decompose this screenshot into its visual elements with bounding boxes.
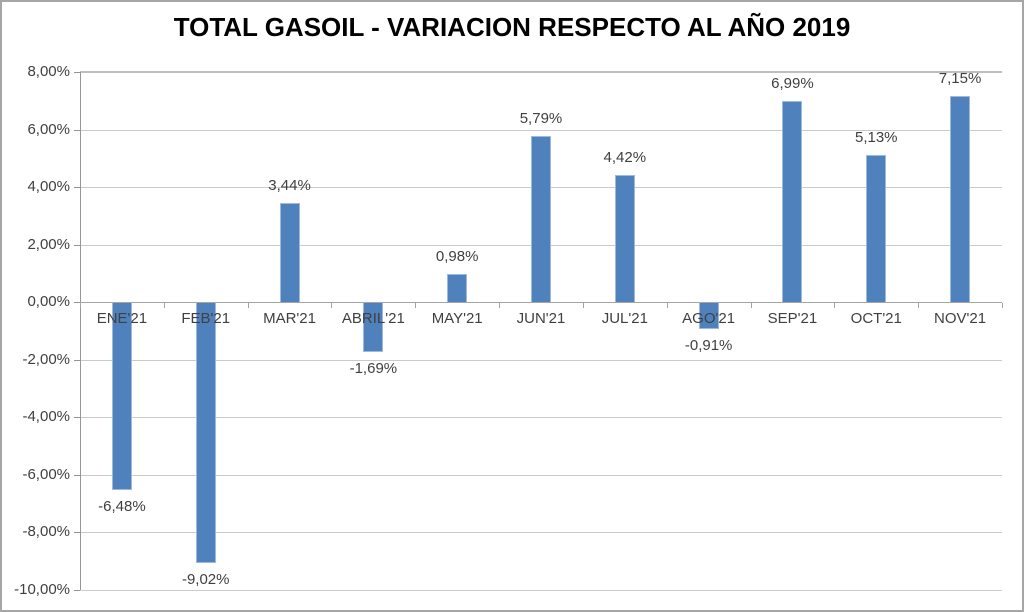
x-axis-tick — [666, 303, 668, 309]
data-label: 5,79% — [519, 109, 563, 127]
bar-feb21 — [195, 303, 216, 563]
chart-title: TOTAL GASOIL - VARIACION RESPECTO AL AÑO… — [173, 12, 851, 42]
gridline — [80, 359, 1002, 361]
y-axis-tick-label: -8,00% — [22, 523, 70, 541]
x-axis-tick — [918, 303, 920, 309]
bar-jun21 — [531, 135, 551, 303]
bar-ene21 — [111, 303, 132, 490]
category-label: FEB'21 — [181, 310, 231, 328]
data-label: -6,48% — [98, 497, 146, 515]
gridline — [80, 474, 1002, 476]
y-axis-tick-label: 6,00% — [27, 120, 70, 138]
y-axis-tick — [74, 474, 80, 476]
x-axis-tick — [331, 303, 333, 309]
bar-may21 — [447, 274, 468, 303]
x-axis-tick — [163, 303, 165, 309]
category-label: MAY'21 — [431, 310, 483, 328]
category-label: AGO'21 — [682, 310, 736, 328]
category-label: ABRIL'21 — [341, 310, 405, 328]
bar-ago21 — [698, 303, 719, 330]
gridline — [80, 590, 1002, 591]
gridline — [80, 417, 1002, 419]
category-label: OCT'21 — [850, 310, 902, 328]
y-axis-tick — [74, 129, 80, 131]
y-axis-tick — [74, 532, 80, 534]
x-axis-line — [80, 302, 1002, 304]
x-axis-tick — [1002, 303, 1003, 309]
y-axis-tick-label: 4,00% — [27, 178, 70, 196]
y-axis-tick-label: -2,00% — [22, 350, 70, 368]
y-axis-tick-label: -4,00% — [22, 408, 70, 426]
x-axis-tick — [499, 303, 501, 309]
data-label: -0,91% — [684, 337, 733, 355]
data-label: -9,02% — [181, 570, 230, 588]
y-axis-tick — [74, 187, 80, 189]
x-axis-tick — [582, 303, 584, 309]
bar-mar21 — [279, 203, 300, 303]
data-label: 4,42% — [603, 149, 647, 167]
y-axis-tick-label: -10,00% — [14, 581, 70, 598]
y-axis-tick-label: 0,00% — [27, 293, 70, 311]
category-label: ENE'21 — [96, 310, 148, 328]
y-axis-tick-label: 2,00% — [27, 235, 70, 253]
data-label: 7,15% — [938, 70, 982, 88]
category-label: SEP'21 — [767, 310, 818, 328]
gridline — [80, 71, 1002, 73]
bar-oct21 — [866, 154, 887, 303]
x-axis-tick — [247, 303, 249, 309]
y-axis-tick-label: -6,00% — [22, 465, 70, 483]
data-label: 5,13% — [854, 128, 898, 146]
category-label: MAR'21 — [263, 310, 316, 328]
category-label: NOV'21 — [934, 310, 987, 328]
x-axis-tick — [415, 303, 417, 309]
y-axis-tick-label: 8,00% — [27, 63, 70, 80]
category-label: JUL'21 — [601, 310, 648, 328]
data-label: 6,99% — [771, 75, 814, 93]
y-axis-tick — [74, 359, 80, 361]
bar-abril21 — [363, 303, 384, 352]
data-label: -1,69% — [349, 359, 398, 377]
y-axis-tick — [74, 417, 80, 419]
y-axis-tick — [74, 72, 80, 73]
bar-nov21 — [950, 96, 971, 303]
gridline — [80, 532, 1002, 534]
x-axis-tick — [80, 303, 81, 309]
y-axis-tick — [74, 302, 80, 304]
bar-jul21 — [614, 175, 635, 303]
gridline — [80, 129, 1002, 131]
y-axis-line — [80, 72, 81, 590]
data-label: 3,44% — [268, 177, 311, 195]
y-axis-tick — [74, 244, 80, 246]
x-axis-tick — [834, 303, 836, 309]
category-label: JUN'21 — [516, 310, 566, 328]
data-label: 0,98% — [435, 248, 479, 266]
x-axis-tick — [750, 303, 752, 309]
y-axis-tick — [74, 590, 80, 591]
bar-sep21 — [782, 101, 803, 303]
